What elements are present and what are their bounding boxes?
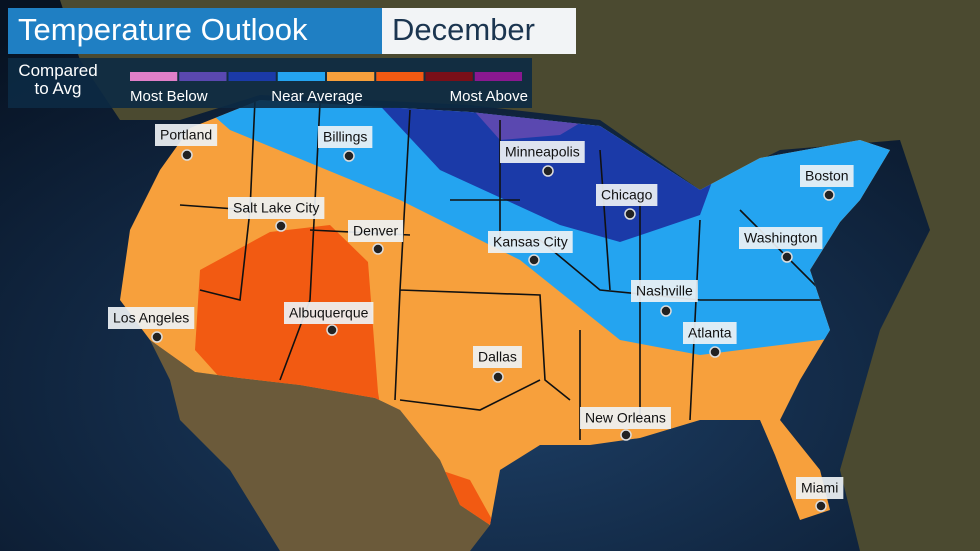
legend-swatch <box>179 72 227 81</box>
canada-land <box>60 0 980 551</box>
city-marker <box>181 149 193 161</box>
city-label-box <box>155 124 218 146</box>
legend-swatch <box>228 72 276 81</box>
legend-swatch <box>130 72 178 81</box>
city-label: Nashville <box>636 283 693 299</box>
city-marker <box>151 331 163 343</box>
city-label: Billings <box>323 129 367 145</box>
legend-swatch <box>425 72 473 81</box>
city-label: Boston <box>805 168 849 184</box>
city-label-box <box>318 126 373 148</box>
city-label-box <box>108 307 195 329</box>
legend-label: Near Average <box>271 88 362 105</box>
city-marker <box>620 429 632 441</box>
city-marker <box>492 371 504 383</box>
month-box <box>382 8 576 54</box>
city-label-box <box>796 477 844 499</box>
city-marker <box>542 165 554 177</box>
city-label-box <box>596 184 658 206</box>
legend-title-wrap: Compared to Avg <box>18 62 98 98</box>
city-label: Atlanta <box>688 325 732 341</box>
city-label: Portland <box>160 127 212 143</box>
city-marker <box>528 254 540 266</box>
city-label: Miami <box>801 480 838 496</box>
city-label-box <box>473 346 522 368</box>
city-label-box <box>488 231 573 253</box>
city-label-box <box>500 141 585 163</box>
city-marker <box>372 243 384 255</box>
city-marker <box>781 251 793 263</box>
legend: Most Below Near Average Most Above <box>130 72 528 105</box>
city-label: Kansas City <box>493 234 568 250</box>
city-marker <box>709 346 721 358</box>
city-label: Albuquerque <box>289 305 369 321</box>
city-label: New Orleans <box>585 410 666 426</box>
city-label: Chicago <box>601 187 653 203</box>
cities: Portland Billings Minneapolis Chicago Boston… <box>108 124 854 512</box>
legend-box <box>8 58 532 108</box>
city-marker <box>815 500 827 512</box>
month: December <box>392 12 535 47</box>
city-label-box <box>284 302 374 324</box>
legend-swatch <box>327 72 375 81</box>
city-label-box <box>739 227 823 249</box>
city-marker <box>624 208 636 220</box>
city-label: Minneapolis <box>505 144 580 160</box>
city-marker <box>275 220 287 232</box>
city-label-box <box>683 322 737 344</box>
city-label: Washington <box>744 230 817 246</box>
city-marker <box>326 324 338 336</box>
city-label: Denver <box>353 223 398 239</box>
legend-label: Most Below <box>130 88 208 105</box>
city-label: Salt Lake City <box>233 200 319 216</box>
city-label: Los Angeles <box>113 310 189 326</box>
title: Temperature Outlook <box>18 12 308 47</box>
city-label-box <box>580 407 671 429</box>
city-marker <box>823 189 835 201</box>
city-label: Dallas <box>478 349 517 365</box>
legend-title: Compared to Avg <box>18 62 98 98</box>
city-label-box <box>348 220 404 242</box>
city-marker <box>343 150 355 162</box>
city-label-box <box>228 197 325 219</box>
city-marker <box>660 305 672 317</box>
legend-swatch <box>277 72 325 81</box>
title-box <box>8 8 382 54</box>
legend-swatch <box>474 72 522 81</box>
legend-swatch <box>376 72 424 81</box>
legend-label: Most Above <box>450 88 528 105</box>
city-label-box <box>631 280 698 302</box>
city-label-box <box>800 165 854 187</box>
mexico-land <box>150 340 490 551</box>
